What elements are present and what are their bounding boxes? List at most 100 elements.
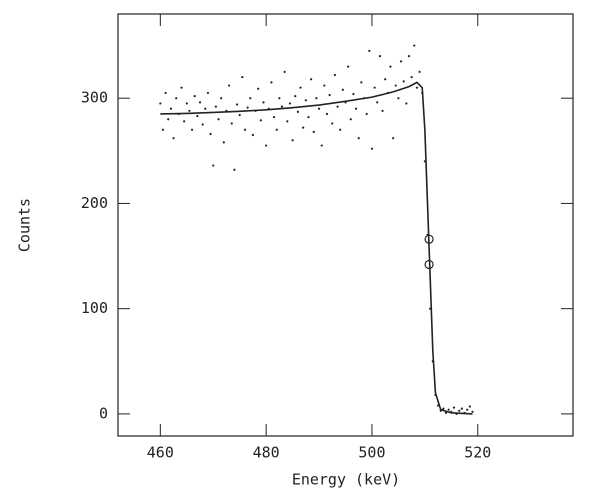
x-tick-label: 460 — [147, 444, 174, 462]
data-point — [272, 116, 276, 119]
data-point — [320, 144, 323, 147]
y-tick-label: 0 — [99, 404, 108, 422]
data-point — [265, 144, 268, 147]
data-point — [286, 120, 289, 123]
data-point — [370, 147, 374, 150]
y-axis-label: Counts — [16, 198, 34, 252]
data-point — [217, 118, 220, 121]
data-point — [447, 408, 450, 411]
fit-line — [160, 81, 473, 415]
data-point — [407, 54, 411, 58]
data-point — [307, 116, 310, 119]
data-point — [183, 120, 186, 123]
data-point — [212, 164, 215, 167]
data-point — [299, 86, 302, 89]
data-point — [280, 105, 284, 108]
circle-marker — [424, 234, 434, 244]
data-point — [161, 128, 165, 131]
data-point — [339, 128, 342, 131]
y-tick-label: 300 — [81, 89, 108, 107]
data-point — [444, 411, 448, 414]
x-tick-label: 520 — [464, 444, 491, 462]
data-point — [214, 105, 217, 108]
data-point — [328, 93, 331, 97]
data-point — [365, 112, 368, 116]
data-point — [259, 119, 262, 122]
data-point — [392, 137, 395, 140]
data-point — [323, 84, 326, 87]
data-point — [405, 102, 408, 105]
data-point — [275, 128, 278, 131]
data-point — [381, 109, 384, 112]
data-point — [180, 86, 183, 89]
data-point — [228, 84, 231, 87]
data-point — [413, 44, 416, 47]
data-point — [357, 137, 360, 140]
data-point — [206, 91, 210, 95]
y-tick-label: 100 — [81, 299, 108, 317]
data-point — [233, 168, 236, 171]
x-tick-label: 500 — [358, 444, 385, 462]
data-point — [246, 106, 249, 109]
data-point — [204, 107, 207, 110]
data-point — [397, 97, 400, 100]
x-tick-label: 480 — [253, 444, 280, 462]
data-point — [304, 99, 307, 102]
data-point — [466, 408, 469, 411]
circle-marker — [424, 259, 434, 270]
data-point — [291, 139, 294, 142]
data-point — [164, 91, 167, 95]
data-point — [452, 406, 456, 409]
data-point — [238, 113, 241, 117]
data-point — [331, 122, 334, 125]
data-point — [458, 409, 461, 412]
data-point — [278, 97, 281, 100]
data-point — [270, 81, 273, 84]
data-point — [201, 123, 204, 126]
data-point — [262, 101, 265, 104]
data-point — [159, 102, 162, 105]
data-point — [230, 122, 233, 125]
data-point — [241, 76, 244, 79]
data-point — [167, 118, 170, 121]
data-point — [468, 405, 471, 408]
plot-frame — [117, 13, 574, 437]
data-point — [402, 80, 405, 83]
data-point — [257, 87, 260, 90]
data-point — [360, 81, 363, 84]
data-point — [376, 101, 379, 104]
data-point — [190, 128, 194, 131]
data-point — [302, 126, 305, 129]
data-point — [169, 107, 173, 110]
data-point — [415, 86, 419, 89]
data-point — [296, 110, 299, 113]
data-point — [389, 65, 392, 68]
data-point — [341, 88, 344, 91]
data-point — [373, 86, 376, 89]
data-point — [209, 132, 212, 136]
data-point — [394, 84, 397, 87]
data-point — [352, 92, 355, 96]
y-tick-label: 200 — [81, 194, 108, 212]
data-point — [220, 97, 223, 100]
data-point — [418, 70, 421, 73]
data-point — [471, 410, 474, 413]
data-point — [251, 133, 255, 137]
data-point — [198, 101, 202, 104]
data-point — [325, 112, 329, 116]
data-point — [399, 60, 403, 63]
data-point — [196, 114, 199, 118]
data-point — [317, 107, 321, 110]
data-point — [347, 65, 350, 68]
data-point — [193, 94, 196, 98]
data-point — [315, 97, 318, 100]
data-point — [188, 109, 191, 112]
data-point — [172, 137, 175, 140]
data-point — [368, 49, 371, 52]
data-point — [222, 141, 225, 144]
data-point — [310, 78, 313, 81]
data-point — [312, 130, 315, 133]
data-point — [378, 54, 381, 58]
data-point — [175, 97, 178, 100]
